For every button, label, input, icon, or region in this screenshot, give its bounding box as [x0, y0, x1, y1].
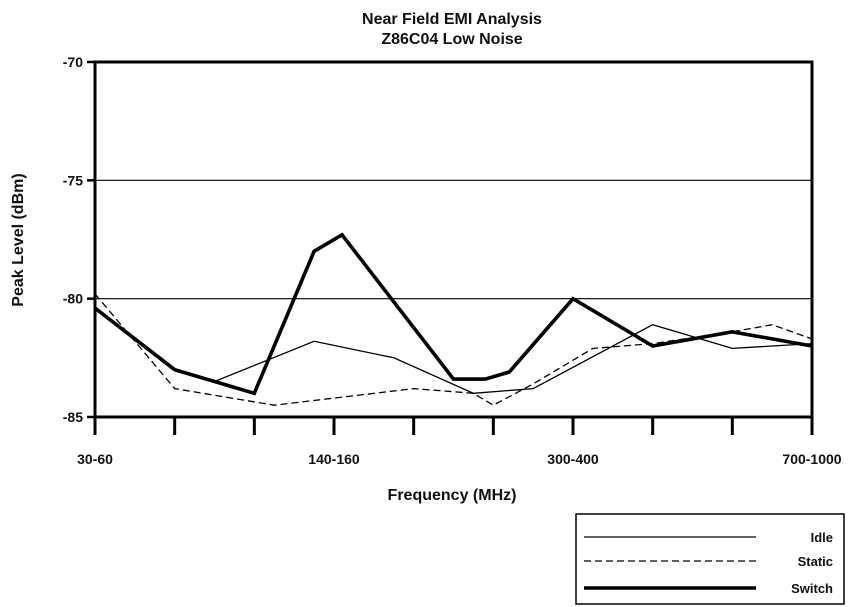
chart-title: Near Field EMI Analysis	[362, 11, 542, 28]
x-tick-label: 140-160	[308, 451, 360, 467]
chart-subtitle: Z86C04 Low Noise	[381, 31, 522, 48]
legend-label-idle: Idle	[811, 530, 833, 545]
series-line-switch	[93, 232, 813, 396]
legend: Idle Static Switch	[575, 513, 845, 605]
legend-label-switch: Switch	[791, 581, 833, 596]
x-tick-label: 300-400	[547, 451, 599, 467]
y-tick-label: -70	[63, 54, 83, 70]
x-axis-title: Frequency (MHz)	[388, 487, 517, 504]
series-layer	[93, 232, 813, 406]
y-tick-label: -75	[63, 172, 83, 188]
legend-label-static: Static	[798, 554, 833, 569]
x-tick-label: 700-1000	[782, 451, 841, 467]
y-axis-ticks: -70 -75 -80 -85	[63, 54, 95, 425]
y-tick-label: -80	[63, 291, 83, 307]
gridlines	[95, 179, 812, 300]
series-line-static	[94, 293, 813, 406]
x-tick-label: 30-60	[77, 451, 113, 467]
plot-frame	[93, 60, 814, 419]
plot-frame-layer	[93, 60, 814, 419]
x-axis-ticks: 30-60 140-160 300-400 700-1000	[77, 417, 842, 467]
y-axis-title: Peak Level (dBm)	[10, 173, 27, 306]
y-tick-label: -85	[63, 409, 83, 425]
